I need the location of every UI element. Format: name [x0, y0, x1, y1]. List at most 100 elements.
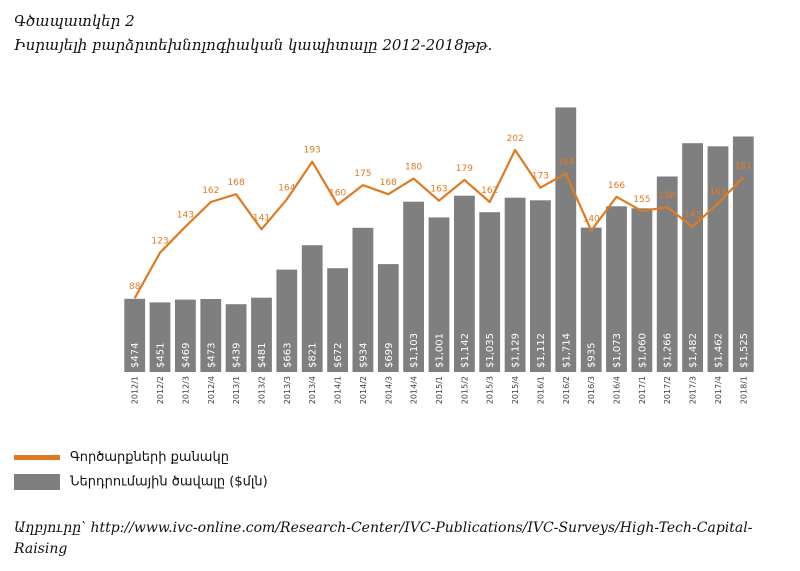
x-tick-label: 2016/2	[562, 376, 571, 404]
bar-value-label: $672	[333, 343, 344, 368]
bar-2014-4	[403, 201, 424, 372]
x-tick-label: 2016/1	[536, 376, 545, 404]
line-point-label: 168	[228, 178, 245, 188]
x-tick-label: 2013/1	[232, 376, 241, 404]
bar-value-label: $473	[206, 343, 217, 368]
line-point-label: 179	[456, 164, 473, 174]
line-point-label: 143	[684, 211, 701, 221]
bar-2013-3	[276, 269, 298, 372]
line-point-label: 162	[481, 186, 498, 196]
deal-count-line	[133, 148, 745, 299]
x-tick-label: 2012/3	[181, 376, 190, 404]
bar-2016-4	[606, 206, 627, 372]
bar-2016-2	[555, 107, 577, 373]
line-point-label: 164	[278, 183, 295, 193]
x-tick-label: 2014/1	[334, 376, 343, 404]
x-tick-label: 2012/2	[156, 376, 165, 404]
line-point-label: 184	[557, 157, 574, 167]
bar-2018-1	[732, 136, 754, 372]
line-point-label: 155	[633, 195, 650, 205]
bar-value-label: $1,142	[460, 333, 471, 368]
x-tick-label: 2017/2	[663, 376, 672, 404]
figure-label: Գծապատկեր 2	[14, 12, 135, 30]
bar-labels-layer: $474 $451 $469 $473 $439 $481 $663 $821 $672 $934…	[130, 333, 750, 368]
line-point-label: 180	[405, 163, 422, 173]
bar-value-label: $1,112	[536, 333, 547, 368]
bar-2012-3	[175, 299, 196, 372]
line-point-label: 160	[329, 189, 346, 199]
legend-label-investment: Ներդրումային ծավալը ($մլն)	[70, 474, 268, 490]
line-point-label: 175	[354, 169, 371, 179]
bar-value-label: $481	[257, 343, 268, 368]
line-point-label: 202	[507, 134, 524, 144]
x-tick-label: 2018/1	[739, 376, 748, 404]
x-tick-label: 2017/3	[689, 376, 698, 404]
line-point-label: 181	[735, 161, 752, 171]
legend-item-deals: Գործարքների քանակը	[14, 450, 229, 465]
x-tick-label: 2016/4	[613, 376, 622, 404]
combo-bar-line-chart: $474 $451 $469 $473 $439 $481 $663 $821 $672 $934…	[124, 107, 754, 404]
bar-value-label: $1,525	[739, 333, 750, 368]
bar-value-label: $699	[384, 343, 395, 368]
bar-2016-3	[580, 227, 602, 372]
x-tick-label: 2012/4	[207, 376, 216, 404]
bar-2012-1	[124, 298, 146, 372]
bar-2015-3	[479, 212, 501, 372]
bar-value-label: $1,482	[688, 333, 699, 368]
bar-2013-1	[225, 304, 247, 372]
bar-2012-4	[200, 299, 222, 372]
source-note: Աղբյուրը՝ http://www.ivc-online.com/Rese…	[14, 520, 753, 557]
line-point-label: 143	[177, 211, 194, 221]
bar-value-label: $1,001	[435, 333, 446, 368]
x-tick-label: 2015/4	[511, 376, 520, 404]
bar-2017-4	[707, 146, 729, 372]
bar-value-label: $1,714	[561, 333, 572, 368]
x-tick-label: 2014/3	[384, 376, 393, 404]
x-tick-label: 2015/1	[435, 376, 444, 404]
bar-value-label: $1,060	[637, 333, 648, 368]
bar-value-label: $1,266	[663, 333, 674, 368]
line-point-label: 193	[304, 146, 321, 156]
line-layer: 88 123 143 162 168 141 164 193 160 175 168 180 163 17…	[129, 134, 752, 299]
x-tick-label: 2016/3	[587, 376, 596, 404]
x-tick-label: 2013/2	[258, 376, 267, 404]
bar-value-label: $821	[308, 343, 319, 368]
bar-value-label: $1,129	[511, 333, 522, 368]
line-point-label: 166	[608, 181, 625, 191]
line-point-label: 141	[253, 213, 270, 223]
line-point-label: 173	[532, 172, 549, 182]
x-tick-label: 2015/2	[460, 376, 469, 404]
bar-value-label: $451	[156, 343, 167, 368]
bar-2015-4	[504, 197, 526, 372]
x-tick-label: 2013/3	[283, 376, 292, 404]
bar-value-label: $1,462	[714, 333, 725, 368]
bar-value-label: $469	[181, 343, 192, 368]
legend-line-swatch	[14, 455, 60, 460]
x-tick-label: 2015/3	[486, 376, 495, 404]
bar-2013-2	[251, 297, 272, 372]
bar-2017-1	[631, 208, 653, 372]
x-ticks-layer: 2012/1 2012/2 2012/3 2012/4 2013/1 2013/2 2013…	[131, 376, 749, 404]
bar-value-label: $663	[282, 343, 293, 368]
legend-item-investment: Ներդրումային ծավալը ($մլն)	[14, 474, 268, 490]
bar-value-label: $935	[587, 343, 598, 368]
bar-2014-1	[327, 268, 348, 372]
bar-value-label: $439	[232, 343, 243, 368]
x-tick-label: 2012/1	[131, 376, 140, 404]
bar-2013-4	[301, 245, 323, 372]
x-tick-label: 2017/1	[638, 376, 647, 404]
line-point-label: 168	[380, 178, 397, 188]
bar-2012-2	[149, 302, 171, 372]
line-point-label: 161	[709, 187, 726, 197]
x-tick-label: 2014/2	[359, 376, 368, 404]
line-point-label: 158	[659, 191, 676, 201]
bar-2015-2	[454, 195, 475, 372]
bar-value-label: $474	[130, 343, 141, 368]
x-tick-label: 2013/4	[308, 376, 317, 404]
bar-2017-2	[656, 176, 678, 372]
line-point-label: 162	[202, 186, 219, 196]
figure-title: Իսրայելի բարձրտեխնոլոգիական կապիտալը 201…	[14, 36, 493, 54]
x-tick-label: 2014/4	[410, 376, 419, 404]
legend-label-deals: Գործարքների քանակը	[70, 450, 229, 465]
bar-value-label: $1,035	[485, 333, 496, 368]
